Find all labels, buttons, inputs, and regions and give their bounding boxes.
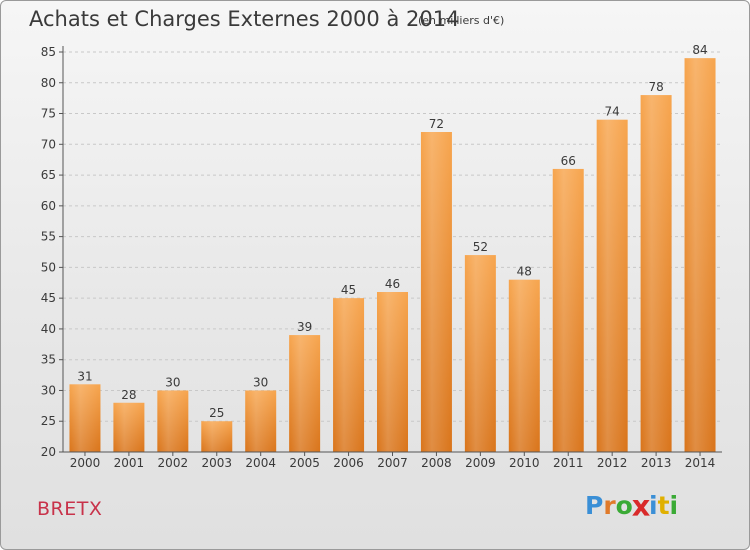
data-label-2002: 30 xyxy=(165,375,180,389)
x-tick-label-2007: 2007 xyxy=(377,456,408,470)
bar-shine-2000 xyxy=(69,384,101,452)
logo-letter: i xyxy=(649,491,658,520)
data-label-2011: 66 xyxy=(561,154,576,168)
data-label-2005: 39 xyxy=(297,320,312,334)
logo-letter: o xyxy=(615,491,633,520)
chart-subtitle: (en milliers d'€) xyxy=(418,14,505,27)
bar-shine-2005 xyxy=(289,335,321,452)
data-label-2007: 46 xyxy=(385,277,400,291)
proxiti-logo[interactable]: Proxiti xyxy=(585,488,679,523)
bar-shine-2012 xyxy=(596,119,628,452)
y-tick-label: 35 xyxy=(41,353,56,367)
x-tick-label-2001: 2001 xyxy=(114,456,145,470)
y-tick-label: 70 xyxy=(41,137,56,151)
y-tick-label: 75 xyxy=(41,107,56,121)
logo-letter: t xyxy=(657,491,670,520)
chart-title: Achats et Charges Externes 2000 à 2014 xyxy=(29,7,460,31)
bars: 31 28 30 25 30 39 45 46 72 52 48 66 74 78 84 xyxy=(69,43,716,453)
x-tick-label-2013: 2013 xyxy=(641,456,672,470)
bar-shine-2001 xyxy=(113,402,145,452)
bar-shine-2010 xyxy=(508,279,540,452)
x-tick-label-2014: 2014 xyxy=(685,456,716,470)
x-tick-label-2012: 2012 xyxy=(597,456,628,470)
bar-shine-2004 xyxy=(245,390,277,452)
logo-letter: r xyxy=(603,491,616,520)
x-tick-label-2004: 2004 xyxy=(245,456,276,470)
data-label-2001: 28 xyxy=(121,388,136,402)
y-tick-label: 50 xyxy=(41,260,56,274)
logo-letter: P xyxy=(585,491,604,520)
y-tick-label: 25 xyxy=(41,414,56,428)
bar-shine-2003 xyxy=(201,421,233,452)
x-tick-label-2008: 2008 xyxy=(421,456,452,470)
logo-letter: x xyxy=(631,488,651,523)
logo-letter: i xyxy=(669,491,679,520)
data-label-2004: 30 xyxy=(253,375,268,389)
bar-shine-2008 xyxy=(420,132,452,452)
x-tick-label-2002: 2002 xyxy=(158,456,189,470)
x-tick-label-2000: 2000 xyxy=(70,456,101,470)
bar-shine-2011 xyxy=(552,168,584,452)
data-label-2008: 72 xyxy=(429,117,444,131)
bar-shine-2007 xyxy=(377,292,408,452)
x-tick-label-2009: 2009 xyxy=(465,456,496,470)
data-label-2009: 52 xyxy=(473,240,488,254)
data-label-2000: 31 xyxy=(77,369,92,383)
y-tick-label: 60 xyxy=(41,199,56,213)
bar-shine-2002 xyxy=(157,390,189,452)
y-tick-label: 45 xyxy=(41,291,56,305)
bar-shine-2006 xyxy=(333,298,365,452)
data-label-2003: 25 xyxy=(209,406,224,420)
data-label-2010: 48 xyxy=(517,265,532,279)
y-tick-label: 65 xyxy=(41,168,56,182)
bar-shine-2009 xyxy=(464,255,496,452)
x-tick-label-2003: 2003 xyxy=(201,456,232,470)
y-tick-label: 40 xyxy=(41,322,56,336)
bar-shine-2013 xyxy=(640,95,672,453)
y-tick-label: 85 xyxy=(41,45,56,59)
x-tick-label-2010: 2010 xyxy=(509,456,540,470)
y-tick-label: 55 xyxy=(41,230,56,244)
data-label-2014: 84 xyxy=(692,43,707,57)
x-tick-label-2006: 2006 xyxy=(333,456,364,470)
bar-shine-2014 xyxy=(684,58,716,453)
data-label-2013: 78 xyxy=(648,80,663,94)
y-tick-label: 20 xyxy=(41,445,56,459)
axes: 20 25 30 35 40 45 50 55 60 65 70 75 80 85 2000 2001 2002… xyxy=(41,45,722,470)
x-tick-label-2005: 2005 xyxy=(289,456,320,470)
y-tick-label: 30 xyxy=(41,383,56,397)
x-tick-label-2011: 2011 xyxy=(553,456,584,470)
town-name: BRETX xyxy=(37,498,103,520)
bar-chart: 31 28 30 25 30 39 45 46 72 52 48 66 74 78 84 20 25 30 35 4… xyxy=(41,43,722,470)
y-tick-label: 80 xyxy=(41,76,56,90)
data-label-2012: 74 xyxy=(605,105,620,119)
data-label-2006: 45 xyxy=(341,283,356,297)
